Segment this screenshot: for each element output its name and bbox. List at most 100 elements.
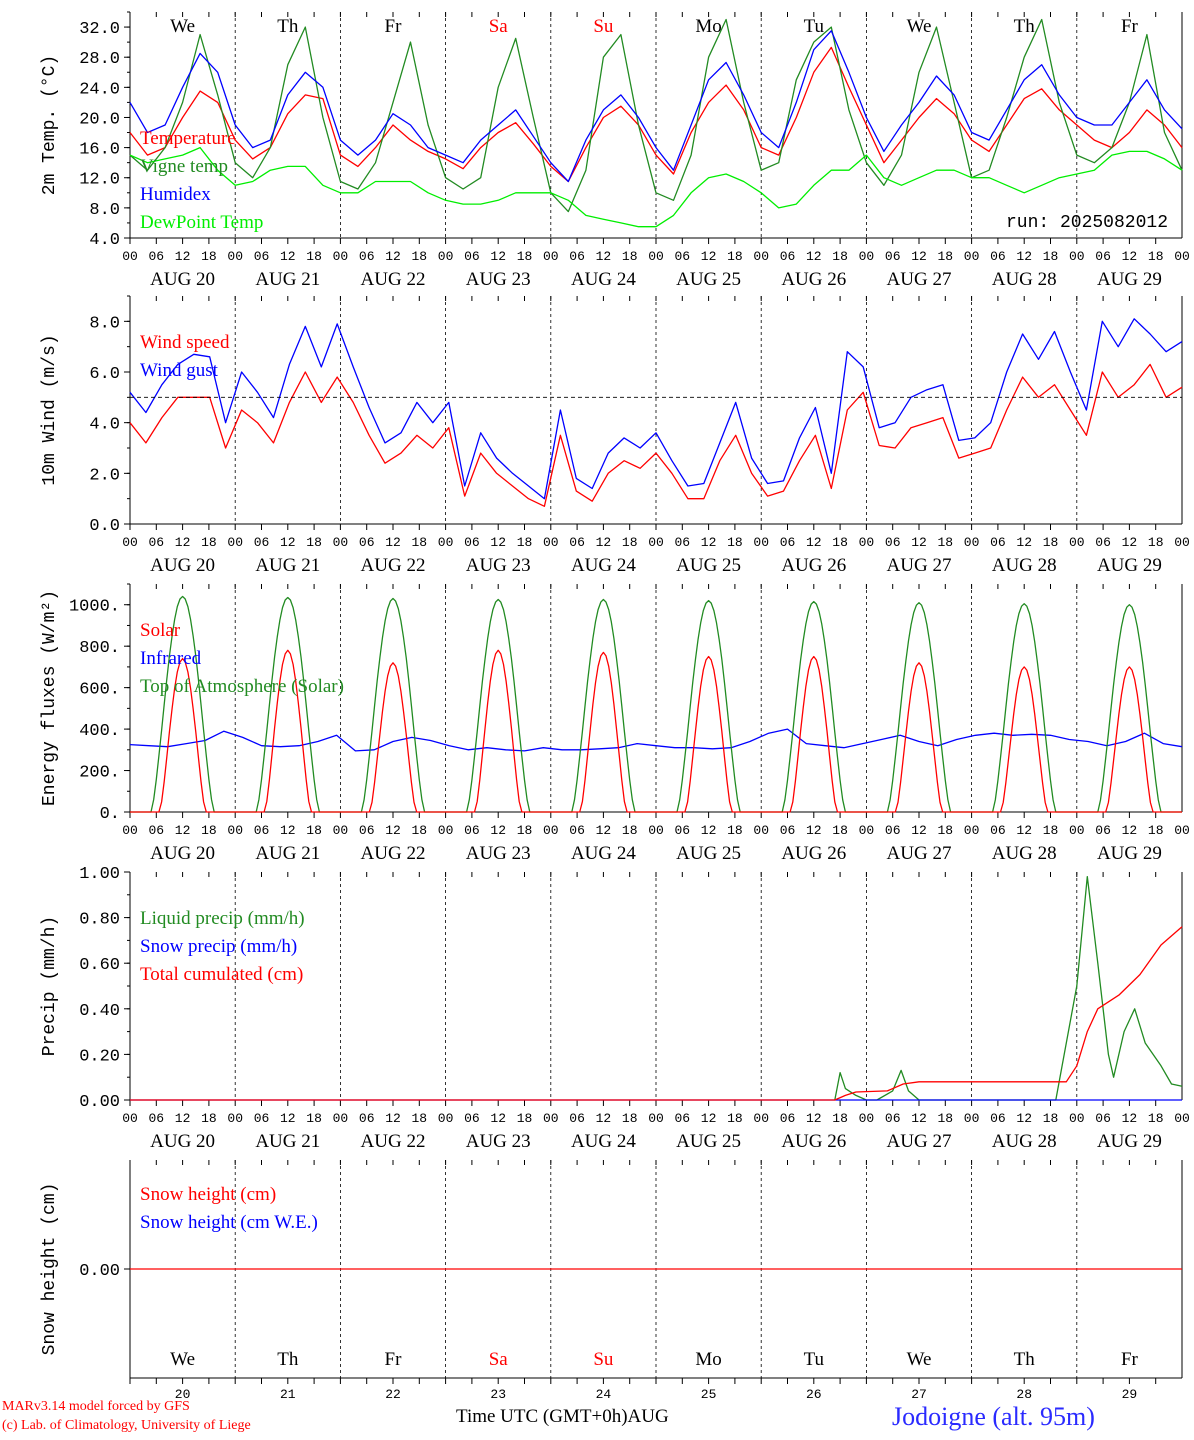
- legend-entry: Temperature: [140, 128, 236, 149]
- x-date-label: AUG 20: [150, 269, 215, 290]
- x-hour-label: 12: [280, 823, 296, 838]
- x-hour-label: 06: [359, 249, 375, 264]
- x-hour-label: 06: [148, 1111, 164, 1126]
- day-label-bottom: Th: [277, 1349, 299, 1370]
- y-tick-label: 32.0: [79, 20, 120, 39]
- x-hour-label: 00: [1174, 535, 1190, 550]
- x-hour-label: 06: [885, 535, 901, 550]
- x-date-label: AUG 22: [361, 555, 426, 576]
- x-hour-label: 06: [674, 1111, 690, 1126]
- day-label-bottom: Sa: [489, 1349, 509, 1370]
- x-hour-label: 12: [1016, 535, 1032, 550]
- y-tick-label: 8.0: [89, 201, 120, 220]
- panel-1: 4.0 8.0 12.0 16.0 20.0 24.0 28.0 32.0 2m Temp. (…: [40, 11, 1190, 290]
- y-tick-label: 0.0: [89, 517, 120, 536]
- day-label-top: Fr: [1121, 16, 1139, 37]
- x-hour-label: 00: [438, 823, 454, 838]
- y-tick-label: 8.0: [89, 314, 120, 333]
- x-hour-label: 18: [517, 823, 533, 838]
- x-hour-label: 06: [990, 1111, 1006, 1126]
- x-hour-label: 00: [438, 249, 454, 264]
- x-hour-label: 00: [122, 249, 138, 264]
- x-date-label: AUG 24: [571, 269, 636, 290]
- x-hour-label: 12: [1122, 823, 1138, 838]
- x-hour-label: 18: [937, 1111, 953, 1126]
- x-hour-label: 18: [622, 535, 638, 550]
- legend-entry: Infrared: [140, 648, 202, 669]
- x-hour-label: 18: [411, 249, 427, 264]
- x-date-label: AUG 26: [781, 269, 846, 290]
- x-hour-label: 00: [1069, 823, 1085, 838]
- legend-entry: Vigne temp: [140, 156, 228, 177]
- x-hour-label: 00: [543, 249, 559, 264]
- location-label: Jodoigne (alt. 95m): [892, 1402, 1095, 1431]
- x-hour-label: 12: [175, 823, 191, 838]
- x-hour-label: 00: [859, 823, 875, 838]
- y-tick-label: 1000.: [69, 598, 120, 617]
- x-date-label: AUG 29: [1097, 843, 1162, 864]
- x-hour-label: 12: [596, 823, 612, 838]
- legend-entry: Snow height (cm W.E.): [140, 1212, 318, 1233]
- x-hour-label: 06: [674, 249, 690, 264]
- x-hour-label: 12: [596, 1111, 612, 1126]
- panel-3: 0. 200. 400. 600. 800. 1000. Energy fluxes (W/…: [40, 583, 1190, 864]
- x-hour-label: 18: [517, 249, 533, 264]
- x-date-label: AUG 28: [992, 843, 1057, 864]
- x-hour-label: 18: [1043, 1111, 1059, 1126]
- day-label-top: We: [907, 16, 932, 37]
- x-hour-label: 12: [385, 535, 401, 550]
- series-line-3: [129, 30, 1183, 183]
- x-date-label: AUG 26: [781, 555, 846, 576]
- x-date-label: AUG 28: [992, 1131, 1057, 1152]
- series-line-1: [129, 46, 1183, 183]
- x-hour-label: 00: [964, 823, 980, 838]
- x-date-label: AUG 25: [676, 1131, 741, 1152]
- x-hour-label: 00: [333, 535, 349, 550]
- legend-entry: Wind speed: [140, 332, 230, 353]
- panel-5: 0.00 Snow height (cm) Snow height (cm) Snow…: [40, 1160, 1183, 1384]
- y-tick-label: 20.0: [79, 110, 120, 129]
- x-hour-label: 00: [859, 535, 875, 550]
- x-hour-label: 06: [990, 823, 1006, 838]
- x-hour-label: 12: [385, 823, 401, 838]
- x-hour-label: 12: [175, 1111, 191, 1126]
- x-hour-label: 12: [1122, 535, 1138, 550]
- x-hour-label: 00: [227, 535, 243, 550]
- y-tick-label: 800.: [79, 639, 120, 658]
- day-number-label: 26: [806, 1387, 822, 1402]
- x-axis-month: AUG: [627, 1406, 669, 1427]
- x-hour-label: 00: [333, 249, 349, 264]
- series-line-infrared: [129, 728, 1183, 752]
- y-tick-label: 400.: [79, 722, 120, 741]
- x-date-label: AUG 20: [150, 1131, 215, 1152]
- x-axis-title: Time UTC (GMT+0h): [456, 1406, 628, 1427]
- x-hour-label: 18: [306, 535, 322, 550]
- x-hour-label: 06: [780, 1111, 796, 1126]
- x-hour-label: 06: [464, 249, 480, 264]
- x-date-label: AUG 27: [887, 269, 952, 290]
- x-hour-label: 18: [1043, 823, 1059, 838]
- x-date-label: AUG 23: [466, 843, 531, 864]
- x-hour-label: 12: [911, 249, 927, 264]
- x-hour-label: 18: [727, 535, 743, 550]
- x-hour-label: 06: [148, 535, 164, 550]
- x-hour-label: 06: [780, 535, 796, 550]
- x-hour-label: 00: [1069, 249, 1085, 264]
- panel-4: 0.00 0.20 0.40 0.60 0.80 1.00 Precip (mm/h) 00 0…: [40, 865, 1190, 1152]
- x-hour-label: 06: [359, 823, 375, 838]
- x-hour-label: 18: [727, 823, 743, 838]
- y-axis-title: Energy fluxes (W/m²): [40, 590, 60, 806]
- y-axis-title: 10m Wind (m/s): [40, 334, 60, 485]
- x-hour-label: 00: [964, 249, 980, 264]
- x-hour-label: 18: [832, 249, 848, 264]
- y-tick-label: 6.0: [89, 365, 120, 384]
- x-hour-label: 00: [543, 823, 559, 838]
- x-hour-label: 06: [990, 249, 1006, 264]
- x-hour-label: 18: [517, 535, 533, 550]
- x-hour-label: 18: [622, 823, 638, 838]
- x-hour-label: 00: [543, 1111, 559, 1126]
- x-hour-label: 00: [1069, 1111, 1085, 1126]
- x-hour-label: 00: [964, 1111, 980, 1126]
- day-number-label: 22: [385, 1387, 401, 1402]
- y-tick-label: 2.0: [89, 466, 120, 485]
